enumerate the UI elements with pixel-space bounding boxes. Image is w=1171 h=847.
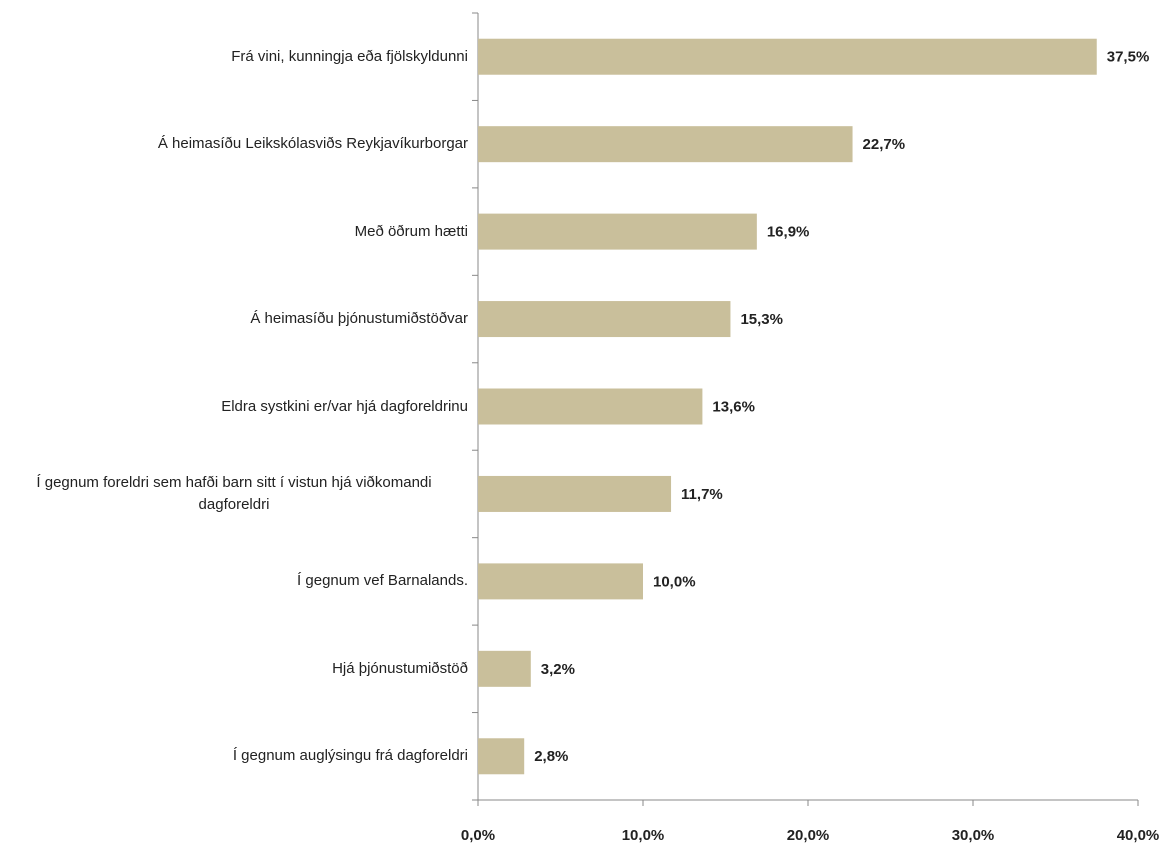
data-label: 2,8% — [534, 748, 568, 765]
category-label: Hjá þjónustumiðstöð — [332, 659, 468, 677]
category-label: Með öðrum hætti — [354, 222, 468, 240]
bar — [478, 563, 643, 600]
bar — [478, 213, 757, 250]
data-label: 37,5% — [1107, 49, 1150, 66]
category-label: Frá vini, kunningja eða fjölskyldunni — [231, 47, 468, 65]
data-label: 13,6% — [712, 398, 755, 415]
x-tick-label: 40,0% — [1117, 827, 1160, 844]
x-tick-label: 20,0% — [787, 827, 830, 844]
category-label: Á heimasíðu Leikskólasviðs Reykjavíkurbo… — [157, 135, 468, 153]
category-label: Í gegnum vef Barnalands. — [297, 572, 468, 590]
bar — [478, 738, 525, 775]
category-label: Í gegnum foreldri sem hafði barn sitt í … — [36, 473, 432, 513]
bar — [478, 650, 531, 687]
data-label: 15,3% — [740, 311, 783, 328]
category-label: Á heimasíðu þjónustumiðstöðvar — [250, 310, 468, 328]
bar — [478, 388, 703, 425]
bar — [478, 38, 1097, 75]
x-tick-label: 30,0% — [952, 827, 995, 844]
category-label: Í gegnum auglýsingu frá dagforeldri — [232, 747, 468, 765]
bar — [478, 475, 672, 512]
bar — [478, 126, 853, 163]
data-label: 10,0% — [653, 573, 696, 590]
data-label: 3,2% — [541, 661, 575, 678]
x-tick-label: 10,0% — [622, 827, 665, 844]
data-label: 16,9% — [767, 224, 810, 241]
bar — [478, 301, 731, 338]
data-label: 11,7% — [681, 486, 723, 503]
data-label: 22,7% — [863, 136, 906, 153]
x-tick-label: 0,0% — [461, 827, 495, 844]
category-label: Eldra systkini er/var hjá dagforeldrinu — [221, 397, 468, 415]
